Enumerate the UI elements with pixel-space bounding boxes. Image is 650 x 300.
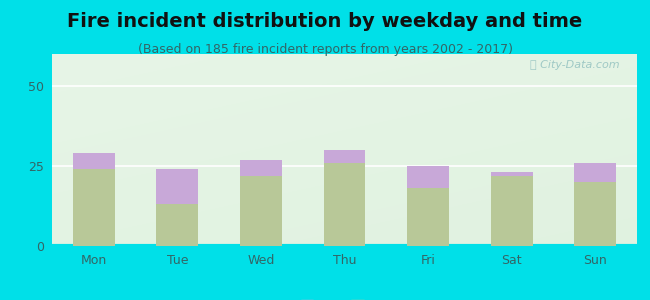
Bar (240, 176, 282, 246)
Bar (407, 166, 449, 188)
Text: Ⓣ City-Data.com: Ⓣ City-Data.com (530, 60, 619, 70)
Bar (491, 176, 532, 246)
Bar (73, 169, 114, 246)
Bar (575, 182, 616, 246)
Bar (157, 169, 198, 204)
Bar (240, 160, 282, 176)
Bar (407, 188, 449, 246)
Text: (Based on 185 fire incident reports from years 2002 - 2017): (Based on 185 fire incident reports from… (138, 44, 512, 56)
Legend: AM, PM: AM, PM (296, 295, 393, 300)
Bar (491, 172, 532, 176)
Bar (73, 153, 114, 169)
Bar (157, 204, 198, 246)
Bar (324, 163, 365, 246)
Bar (324, 150, 365, 163)
Text: Fire incident distribution by weekday and time: Fire incident distribution by weekday an… (68, 12, 582, 31)
Bar (575, 163, 616, 182)
